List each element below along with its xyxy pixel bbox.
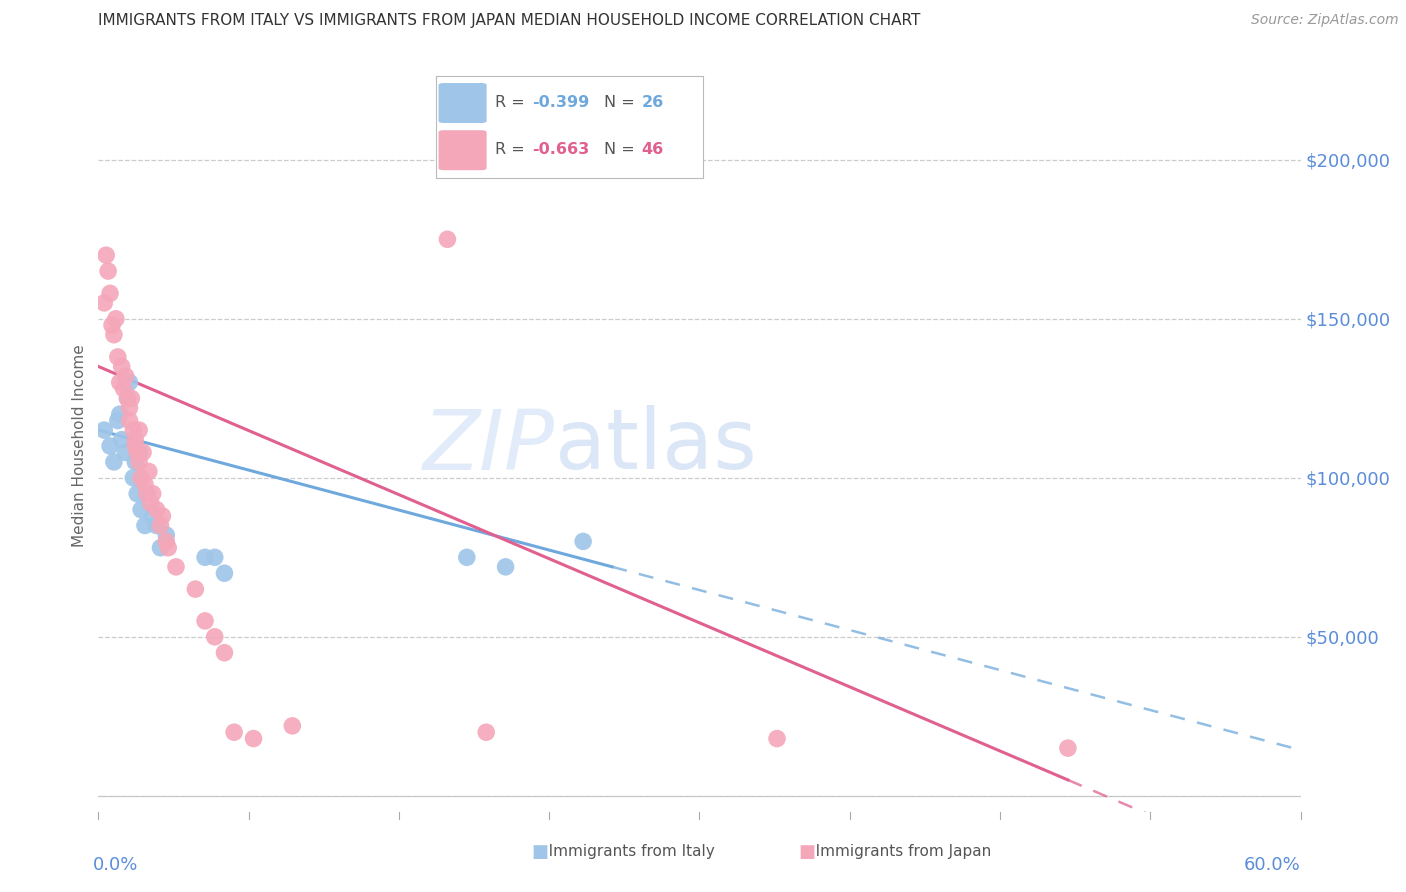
Text: 0.0%: 0.0% bbox=[93, 855, 138, 873]
Point bbox=[114, 445, 136, 459]
Text: atlas: atlas bbox=[555, 406, 756, 486]
Point bbox=[124, 433, 146, 447]
Point bbox=[436, 232, 458, 246]
Point bbox=[165, 559, 187, 574]
Point bbox=[98, 286, 121, 301]
Point bbox=[204, 630, 226, 644]
Point bbox=[93, 296, 115, 310]
Point bbox=[128, 455, 150, 469]
Point bbox=[194, 614, 217, 628]
Point bbox=[108, 376, 131, 390]
Point bbox=[572, 534, 595, 549]
Text: ZIP: ZIP bbox=[423, 406, 555, 486]
Text: -0.399: -0.399 bbox=[531, 95, 589, 110]
Point bbox=[120, 392, 142, 406]
Point bbox=[96, 248, 118, 262]
Point bbox=[103, 327, 125, 342]
Point bbox=[135, 486, 157, 500]
Point bbox=[142, 508, 165, 523]
Point bbox=[157, 541, 180, 555]
Point bbox=[101, 318, 124, 333]
Point bbox=[118, 376, 141, 390]
FancyBboxPatch shape bbox=[439, 83, 486, 123]
Point bbox=[111, 433, 134, 447]
Point bbox=[214, 646, 236, 660]
Point bbox=[152, 508, 174, 523]
Point bbox=[117, 392, 139, 406]
Point bbox=[766, 731, 789, 746]
Text: R =: R = bbox=[495, 142, 530, 157]
Point bbox=[214, 566, 236, 581]
Point bbox=[135, 486, 157, 500]
Point bbox=[128, 445, 150, 459]
Point bbox=[129, 502, 152, 516]
Point bbox=[118, 413, 141, 427]
Point bbox=[495, 559, 517, 574]
Point bbox=[107, 413, 129, 427]
Point bbox=[118, 401, 141, 415]
Point bbox=[184, 582, 207, 596]
Point bbox=[127, 486, 149, 500]
Point bbox=[204, 550, 226, 565]
Point bbox=[124, 455, 146, 469]
Text: -0.663: -0.663 bbox=[531, 142, 589, 157]
Text: Immigrants from Japan: Immigrants from Japan bbox=[801, 845, 991, 859]
Text: N =: N = bbox=[605, 142, 640, 157]
Point bbox=[456, 550, 478, 565]
Text: 26: 26 bbox=[641, 95, 664, 110]
Point bbox=[122, 471, 145, 485]
Point bbox=[281, 719, 304, 733]
Point bbox=[122, 423, 145, 437]
Point bbox=[138, 465, 160, 479]
Text: 46: 46 bbox=[641, 142, 664, 157]
Point bbox=[112, 382, 135, 396]
Text: N =: N = bbox=[605, 95, 640, 110]
Point bbox=[149, 518, 172, 533]
Text: IMMIGRANTS FROM ITALY VS IMMIGRANTS FROM JAPAN MEDIAN HOUSEHOLD INCOME CORRELATI: IMMIGRANTS FROM ITALY VS IMMIGRANTS FROM… bbox=[98, 13, 921, 29]
Text: Source: ZipAtlas.com: Source: ZipAtlas.com bbox=[1251, 13, 1399, 28]
Point bbox=[194, 550, 217, 565]
Text: 60.0%: 60.0% bbox=[1244, 855, 1301, 873]
Point bbox=[129, 471, 152, 485]
Point bbox=[242, 731, 264, 746]
Point bbox=[108, 407, 131, 421]
Point bbox=[1057, 741, 1080, 756]
Y-axis label: Median Household Income: Median Household Income bbox=[72, 344, 87, 548]
Point bbox=[155, 534, 177, 549]
Point bbox=[127, 445, 149, 459]
Point bbox=[117, 392, 139, 406]
Point bbox=[107, 350, 129, 364]
Text: ■: ■ bbox=[531, 843, 548, 861]
Point bbox=[104, 311, 127, 326]
Point bbox=[124, 439, 146, 453]
Point bbox=[93, 423, 115, 437]
Text: ■: ■ bbox=[799, 843, 815, 861]
Point bbox=[132, 445, 155, 459]
Point bbox=[103, 455, 125, 469]
Point bbox=[224, 725, 246, 739]
FancyBboxPatch shape bbox=[439, 130, 486, 170]
Point bbox=[475, 725, 498, 739]
Point bbox=[98, 439, 121, 453]
Point bbox=[114, 369, 136, 384]
Point bbox=[149, 541, 172, 555]
Point bbox=[145, 518, 167, 533]
Point bbox=[111, 359, 134, 374]
Point bbox=[155, 528, 177, 542]
Point bbox=[142, 486, 165, 500]
Point bbox=[145, 502, 167, 516]
Point bbox=[128, 423, 150, 437]
Point bbox=[134, 477, 156, 491]
Text: R =: R = bbox=[495, 95, 530, 110]
Point bbox=[97, 264, 120, 278]
Point bbox=[139, 496, 162, 510]
Text: Immigrants from Italy: Immigrants from Italy bbox=[534, 845, 716, 859]
Point bbox=[134, 518, 156, 533]
